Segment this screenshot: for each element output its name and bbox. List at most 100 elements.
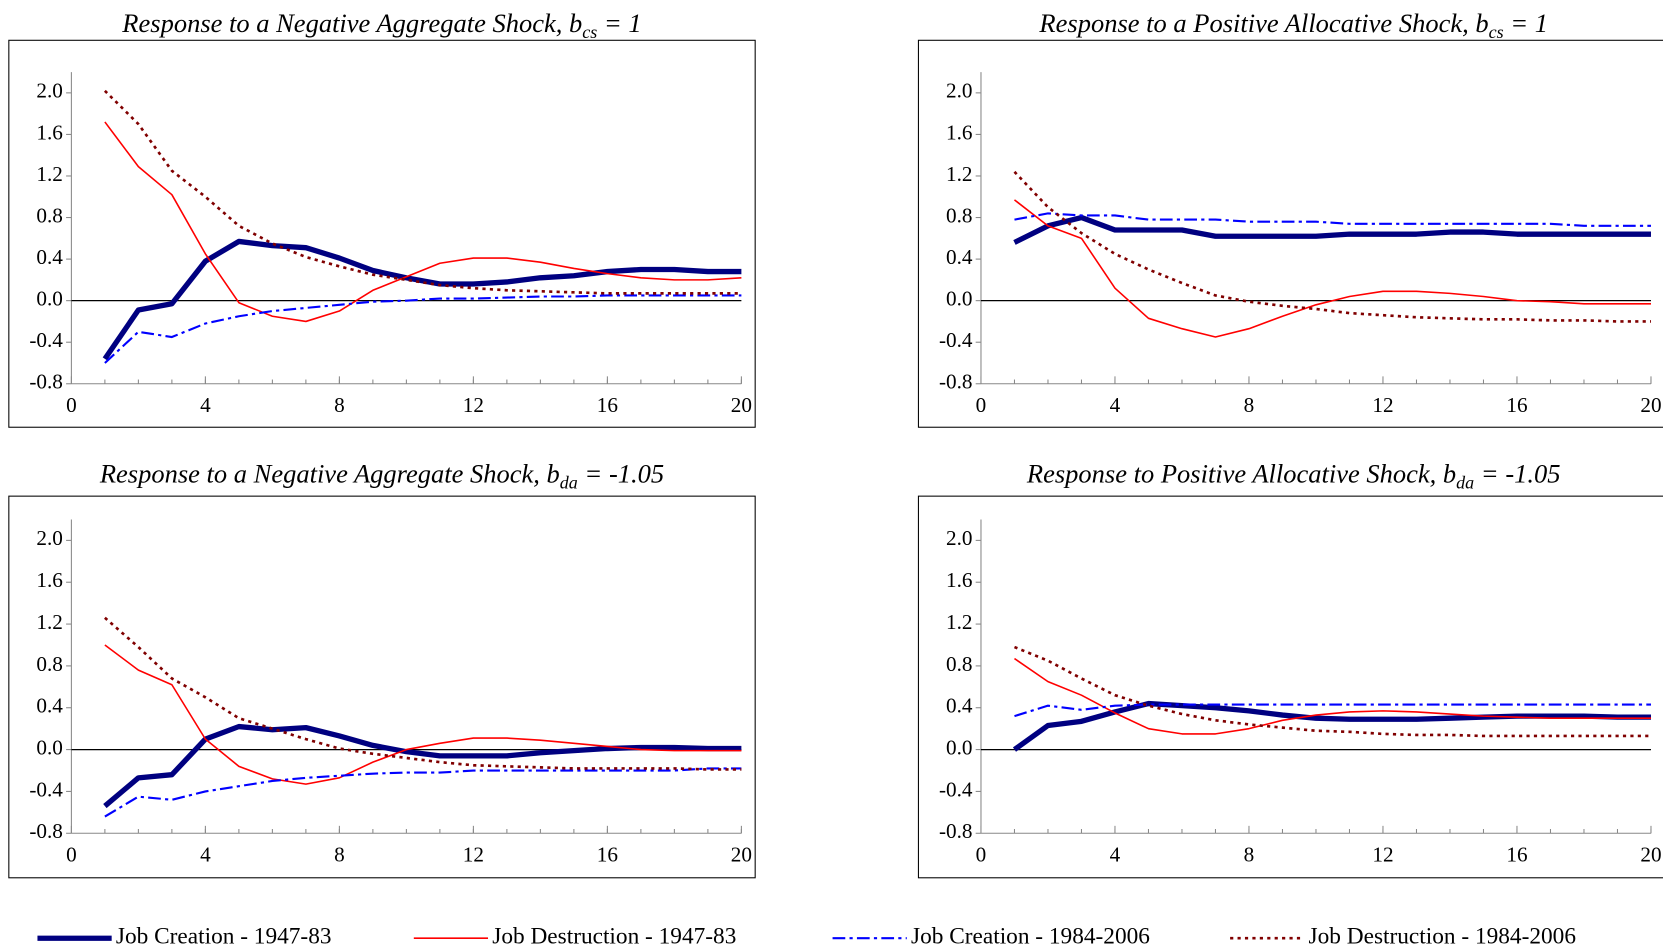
y-tick-label: 0.8 — [946, 203, 972, 227]
y-tick-label: -0.4 — [939, 777, 973, 801]
title-text: Response to a Negative Aggregate Shock, … — [99, 458, 560, 488]
title-text: Response to a Negative Aggregate Shock, … — [121, 8, 582, 38]
series-line — [103, 89, 742, 295]
x-tick-label: 12 — [463, 842, 484, 866]
panel: Response to a Negative Aggregate Shock, … — [8, 8, 756, 428]
y-tick-label: 1.6 — [946, 568, 972, 592]
y-tick-label: 1.6 — [946, 120, 972, 144]
panel-title: Response to Positive Allocative Shock, b… — [1026, 458, 1561, 492]
series-line — [1013, 199, 1651, 338]
y-tick-label: -0.4 — [29, 328, 63, 352]
title-tail: = -1.05 — [1474, 458, 1560, 488]
x-tick-label: 16 — [597, 393, 618, 417]
series-line — [104, 616, 742, 771]
title-subscript: cs — [1489, 22, 1504, 42]
panel: Response to Positive Allocative Shock, b… — [917, 458, 1663, 879]
y-tick-label: 0.0 — [36, 287, 62, 311]
y-tick-label: -0.8 — [29, 370, 63, 394]
x-tick-label: 0 — [976, 393, 987, 417]
series-line — [1013, 645, 1651, 738]
panel: Response to a Positive Allocative Shock,… — [917, 8, 1663, 428]
series-line — [1012, 700, 1651, 752]
title-subscript: da — [1456, 473, 1474, 493]
series-line — [104, 644, 742, 785]
y-tick-label: 1.6 — [36, 120, 62, 144]
title-subscript: cs — [582, 22, 597, 42]
legend-label: Job Destruction - 1984-2006 — [1309, 924, 1576, 950]
legend-label: Job Destruction - 1947-83 — [492, 924, 736, 950]
y-tick-label: 0.4 — [946, 694, 973, 718]
x-tick-label: 0 — [976, 842, 987, 866]
legend-label: Job Creation - 1984-2006 — [911, 924, 1150, 950]
series-line — [1014, 657, 1651, 735]
panel-title: Response to a Positive Allocative Shock,… — [1038, 8, 1548, 42]
x-tick-label: 4 — [200, 393, 211, 417]
y-tick-label: 0.4 — [36, 694, 63, 718]
x-tick-label: 20 — [1640, 393, 1661, 417]
y-tick-label: 0.0 — [36, 735, 62, 759]
x-tick-label: 20 — [1640, 842, 1661, 866]
x-tick-label: 16 — [1506, 842, 1527, 866]
x-tick-label: 8 — [334, 842, 345, 866]
x-tick-label: 8 — [334, 393, 345, 417]
y-tick-label: 2.0 — [36, 79, 62, 103]
panel-title: Response to a Negative Aggregate Shock, … — [99, 458, 664, 492]
x-tick-label: 16 — [1506, 393, 1527, 417]
y-tick-label: -0.4 — [29, 777, 63, 801]
y-tick-label: 0.8 — [36, 203, 62, 227]
x-tick-label: 0 — [66, 393, 77, 417]
series-line — [1014, 703, 1651, 718]
x-tick-label: 20 — [731, 842, 752, 866]
y-tick-label: 1.6 — [36, 568, 62, 592]
panel-frame — [917, 39, 1663, 428]
series-line — [104, 294, 742, 364]
y-tick-label: 1.2 — [36, 610, 62, 634]
x-tick-label: 8 — [1244, 842, 1255, 866]
x-tick-label: 0 — [66, 842, 77, 866]
y-tick-label: 1.2 — [946, 610, 972, 634]
series-line — [1013, 214, 1651, 245]
y-tick-label: -0.8 — [939, 370, 973, 394]
x-tick-label: 12 — [1372, 842, 1393, 866]
series-line — [1014, 212, 1651, 227]
y-tick-label: 0.0 — [946, 287, 972, 311]
y-tick-label: -0.4 — [939, 328, 973, 352]
y-tick-label: 0.0 — [946, 735, 972, 759]
panel-title: Response to a Negative Aggregate Shock, … — [121, 8, 641, 42]
y-tick-label: 1.2 — [946, 162, 972, 186]
x-tick-label: 12 — [463, 393, 484, 417]
x-tick-label: 20 — [731, 393, 752, 417]
series-line — [1013, 170, 1651, 323]
legend: Job Creation - 1947-83 Job Destruction - … — [37, 924, 1576, 950]
y-tick-label: 2.0 — [36, 526, 62, 550]
x-tick-label: 16 — [597, 842, 618, 866]
title-subscript: da — [560, 473, 578, 493]
title-tail: = 1 — [597, 8, 641, 38]
legend-label: Job Creation - 1947-83 — [116, 924, 332, 950]
panel-frame — [8, 495, 756, 879]
y-tick-label: 0.4 — [36, 245, 63, 269]
panel-frame — [8, 39, 756, 428]
y-tick-label: 2.0 — [946, 79, 972, 103]
x-tick-label: 4 — [200, 842, 211, 866]
y-tick-label: -0.8 — [29, 819, 63, 843]
title-text: Response to Positive Allocative Shock, b — [1026, 458, 1456, 488]
y-tick-label: 0.4 — [946, 245, 973, 269]
series-line — [104, 121, 742, 323]
y-tick-label: 1.2 — [36, 162, 62, 186]
panel: Response to a Negative Aggregate Shock, … — [8, 458, 756, 879]
y-tick-label: 2.0 — [946, 526, 972, 550]
y-tick-label: 0.8 — [946, 652, 972, 676]
x-tick-label: 12 — [1372, 393, 1393, 417]
x-tick-label: 8 — [1244, 393, 1255, 417]
title-tail: = -1.05 — [578, 458, 664, 488]
y-tick-label: -0.8 — [939, 819, 973, 843]
title-text: Response to a Positive Allocative Shock,… — [1038, 8, 1488, 38]
panel-frame — [917, 495, 1663, 879]
y-tick-label: 0.8 — [36, 652, 62, 676]
series-line — [104, 767, 742, 818]
x-tick-label: 4 — [1110, 393, 1121, 417]
series-line — [103, 723, 742, 809]
series-line — [102, 238, 742, 361]
